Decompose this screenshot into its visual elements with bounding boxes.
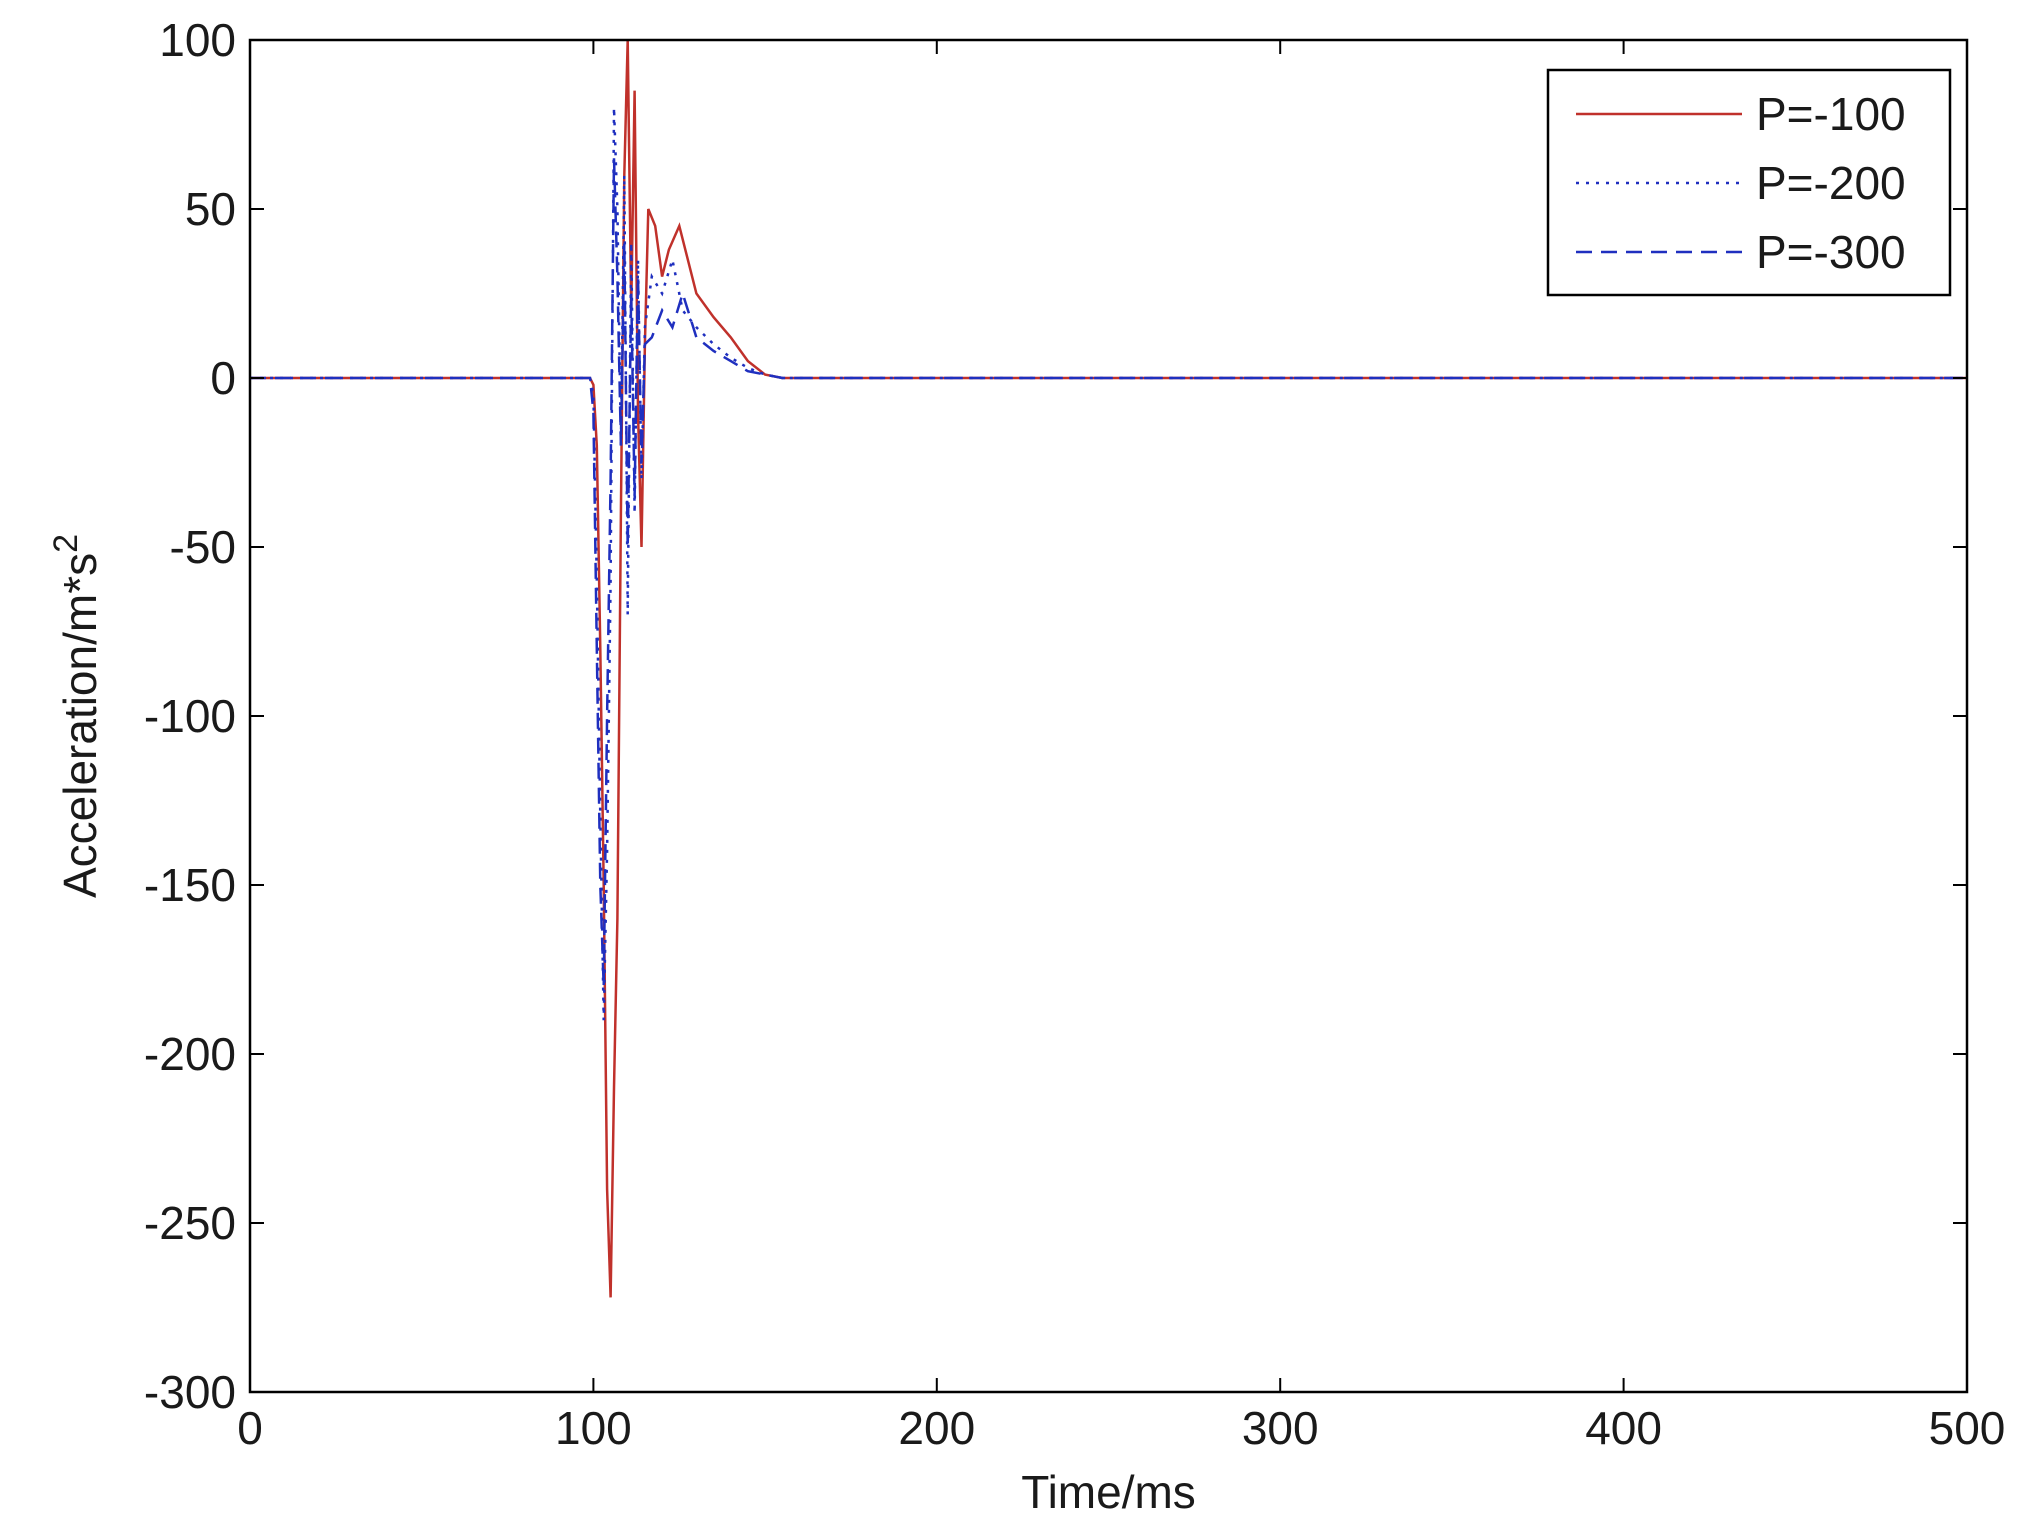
- y-axis-title-text: Acceleration/m*s: [54, 553, 106, 898]
- x-tick-label: 0: [237, 1402, 263, 1454]
- x-tick-label: 200: [898, 1402, 975, 1454]
- y-axis-title-superscript: 2: [47, 534, 85, 553]
- y-tick-label: 0: [210, 352, 236, 404]
- y-axis-title: Acceleration/m*s2: [47, 534, 106, 898]
- y-tick-label: -250: [144, 1197, 236, 1249]
- y-tick-label: -300: [144, 1366, 236, 1418]
- y-tick-label: -200: [144, 1028, 236, 1080]
- legend: P=-100 P=-200 P=-300: [1546, 68, 1952, 297]
- x-tick-label: 300: [1242, 1402, 1319, 1454]
- y-tick-label: -100: [144, 690, 236, 742]
- x-tick-label: 100: [555, 1402, 632, 1454]
- y-tick-label: -150: [144, 859, 236, 911]
- legend-label-2: P=-200: [1756, 157, 1906, 209]
- legend-label-3: P=-300: [1756, 226, 1906, 278]
- y-tick-label: 100: [159, 14, 236, 66]
- y-tick-label: 50: [185, 183, 236, 235]
- legend-label-1: P=-100: [1756, 88, 1906, 140]
- x-axis-title: Time/ms: [1021, 1466, 1196, 1518]
- y-tick-label: -50: [170, 521, 236, 573]
- series-line-1: [250, 40, 1967, 1298]
- series-line-3: [250, 158, 1967, 987]
- x-tick-label: 400: [1585, 1402, 1662, 1454]
- series-line-2: [250, 107, 1967, 1021]
- plot-area: [250, 40, 1967, 1298]
- axes: 0 100 200 300 400 500100500-50-100-150-200-25…: [144, 14, 2005, 1454]
- legend-box: [1546, 68, 1952, 297]
- x-tick-label: 500: [1929, 1402, 2006, 1454]
